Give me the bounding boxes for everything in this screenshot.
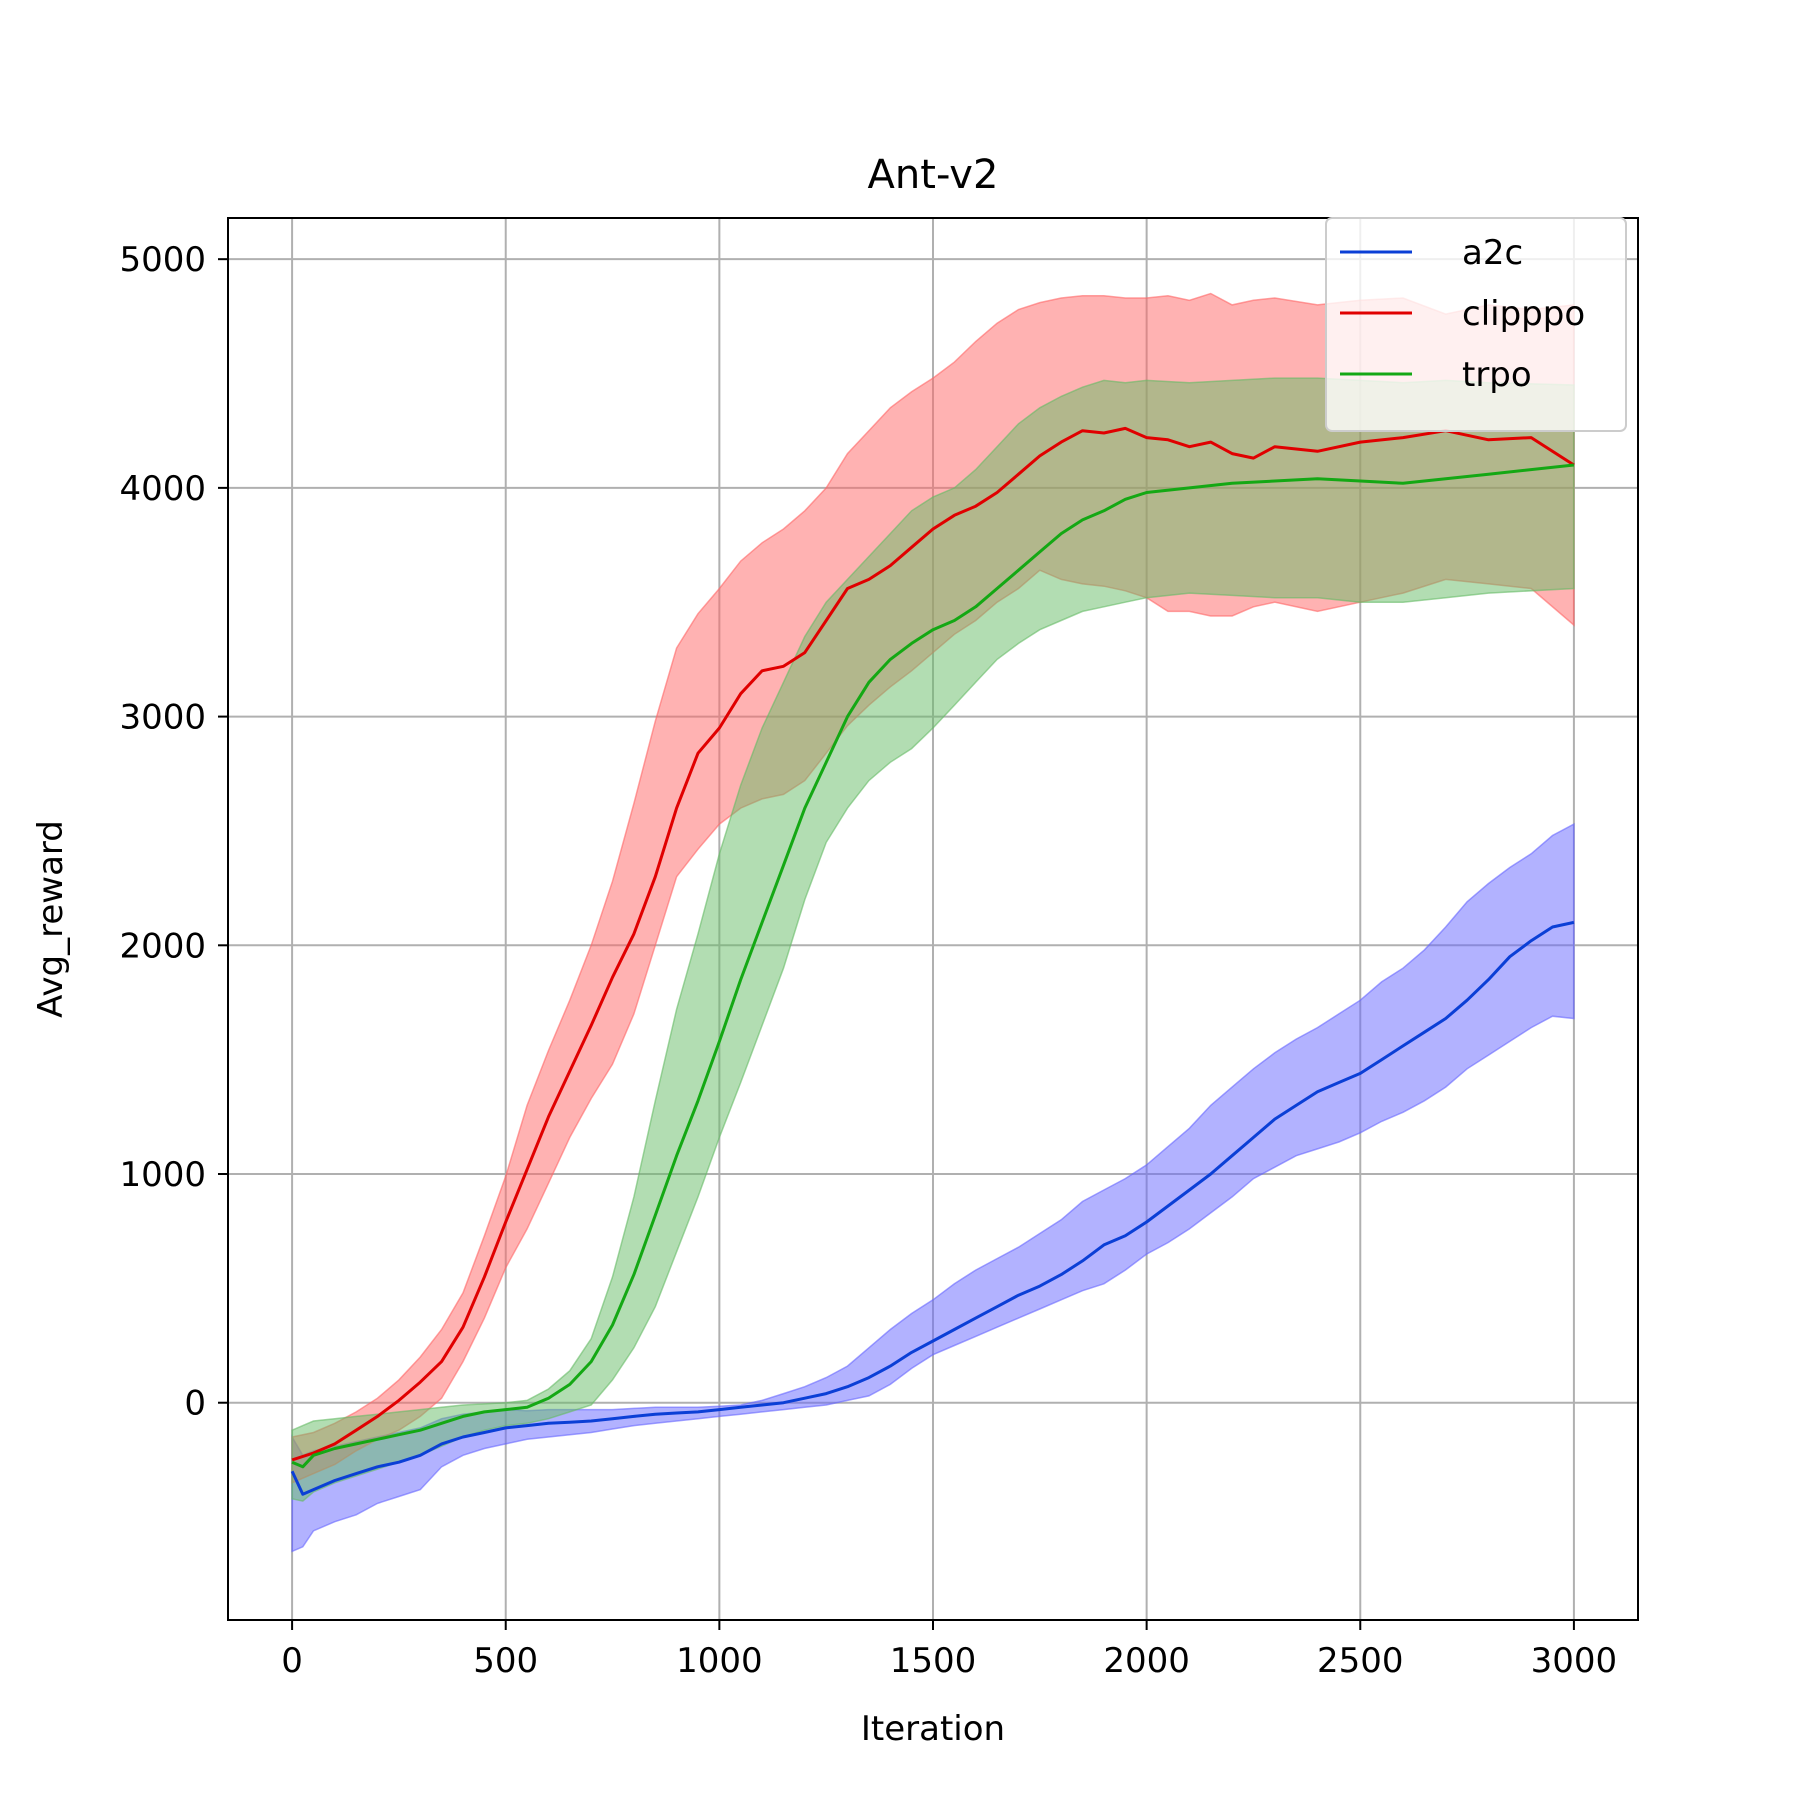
line-layer: [290, 426, 1575, 1496]
y-axis-ticks: 0 1000 2000 3000 4000 5000: [119, 240, 228, 1424]
x-tick-label: 2500: [1317, 1641, 1404, 1681]
x-tick-label: 1500: [890, 1641, 977, 1681]
x-tick-label: 500: [473, 1641, 538, 1681]
chart-title: Ant-v2: [868, 152, 999, 198]
trpo-line: [291, 463, 1575, 1469]
band-layer: [291, 292, 1575, 1553]
y-tick-label: 4000: [119, 469, 206, 509]
x-tick-label: 1000: [676, 1641, 763, 1681]
y-tick-label: 1000: [119, 1155, 206, 1195]
x-tick-label: 0: [281, 1641, 303, 1681]
legend-label-clipppo: clipppo: [1462, 294, 1585, 334]
a2c-band: [291, 822, 1575, 1553]
legend-label-trpo: trpo: [1462, 355, 1532, 395]
x-axis-label: Iteration: [861, 1709, 1005, 1749]
x-tick-label: 2000: [1103, 1641, 1190, 1681]
x-axis-ticks: 0 500 1000 1500 2000 2500 3000: [281, 1620, 1617, 1681]
y-tick-label: 0: [184, 1384, 206, 1424]
a2c-line: [290, 920, 1575, 1496]
legend-label-a2c: a2c: [1462, 233, 1523, 273]
y-tick-label: 2000: [119, 926, 206, 966]
y-tick-label: 3000: [119, 698, 206, 738]
legend: a2c clipppo trpo: [1325, 217, 1627, 432]
trpo-band: [291, 377, 1575, 1502]
y-axis-label: Avg_reward: [31, 820, 71, 1018]
clipppo-line: [291, 426, 1575, 1462]
y-tick-label: 5000: [119, 240, 206, 280]
x-tick-label: 3000: [1531, 1641, 1618, 1681]
legend-box: [1325, 217, 1627, 432]
